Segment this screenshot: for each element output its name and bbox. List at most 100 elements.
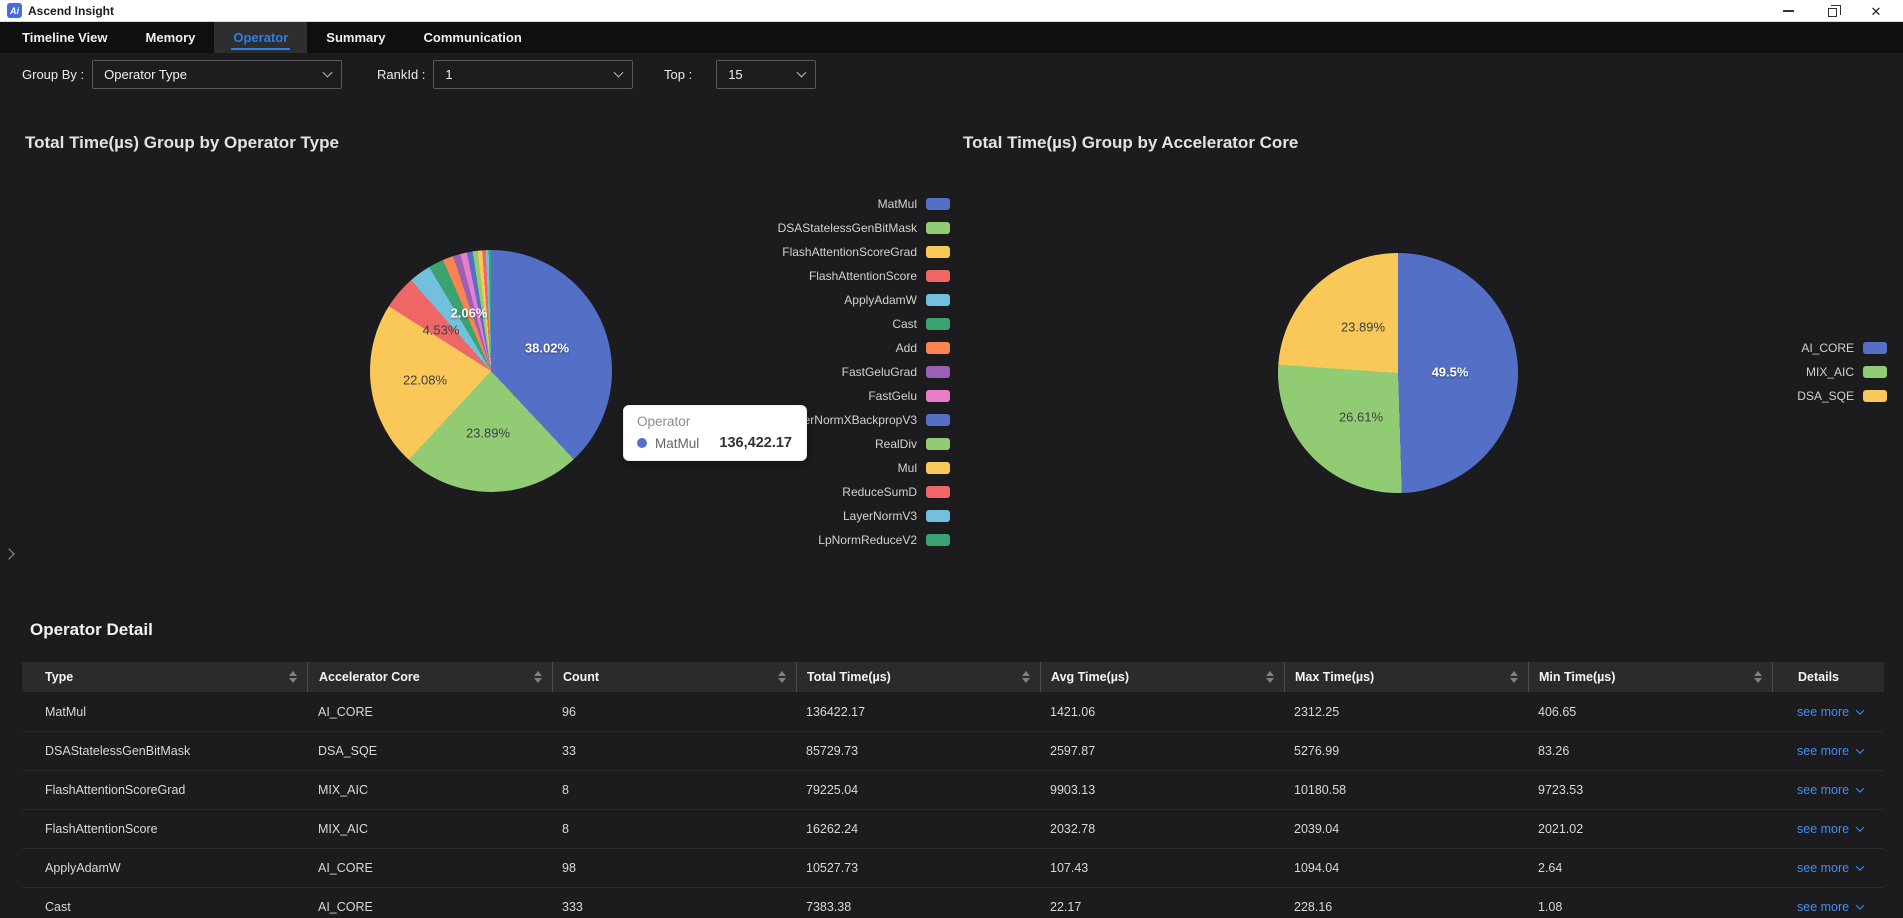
legend-item[interactable]: MatMul xyxy=(778,192,950,216)
accelerator-core-pie-chart[interactable] xyxy=(1278,253,1518,493)
see-more-link[interactable]: see more xyxy=(1797,705,1865,719)
sort-carets-icon[interactable] xyxy=(1754,671,1762,683)
table-row: DSAStatelessGenBitMask DSA_SQE 33 85729.… xyxy=(22,731,1884,770)
close-button[interactable]: ✕ xyxy=(1854,0,1898,22)
sort-carets-icon[interactable] xyxy=(534,671,542,683)
table-header-row: Type Accelerator Core Count Total Time(µ… xyxy=(22,662,1884,692)
operator-detail-table: Type Accelerator Core Count Total Time(µ… xyxy=(22,662,1884,918)
tooltip-item-value: 136,422.17 xyxy=(719,435,792,451)
legend-item[interactable]: ReduceSumD xyxy=(778,480,950,504)
legend-label: FlashAttentionScoreGrad xyxy=(782,245,917,259)
app-logo-icon: Ai xyxy=(7,3,22,18)
operator-type-pie-chart[interactable] xyxy=(370,250,612,492)
cell-avg-time: 1421.06 xyxy=(1050,704,1096,719)
see-more-link[interactable]: see more xyxy=(1797,900,1865,914)
legend-label: MatMul xyxy=(877,197,917,211)
top-filter: Top : 15 xyxy=(664,58,817,90)
legend-swatch-icon xyxy=(926,270,950,282)
chevron-down-icon xyxy=(613,67,624,78)
legend-item[interactable]: ApplyAdamW xyxy=(778,288,950,312)
restore-button[interactable] xyxy=(1810,0,1854,22)
legend-item[interactable]: DSAStatelessGenBitMask xyxy=(778,216,950,240)
group-by-select[interactable]: Operator Type xyxy=(92,59,343,89)
cell-avg-time: 9903.13 xyxy=(1050,783,1096,797)
operator-detail-title: Operator Detail xyxy=(30,620,153,639)
see-more-link[interactable]: see more xyxy=(1797,744,1865,758)
rankid-value: 1 xyxy=(445,66,453,82)
tab-timeline-view[interactable]: Timeline View xyxy=(22,30,108,45)
see-more-link[interactable]: see more xyxy=(1797,822,1865,836)
legend-item[interactable]: DSA_SQE xyxy=(1797,384,1887,408)
legend-swatch-icon xyxy=(926,198,950,210)
legend-item[interactable]: MIX_AIC xyxy=(1797,360,1887,384)
chevron-down-icon xyxy=(1855,745,1865,754)
legend-item[interactable]: FastGelu xyxy=(778,384,950,408)
legend-label: ApplyAdamW xyxy=(844,293,917,307)
pie-slice-label: 23.89% xyxy=(1340,319,1386,335)
see-more-link[interactable]: see more xyxy=(1797,861,1865,875)
cell-min-time: 406.65 xyxy=(1538,704,1577,719)
legend-item[interactable]: LpNormReduceV2 xyxy=(778,528,950,552)
legend-label: Mul xyxy=(897,461,917,475)
legend-item[interactable]: LayerNormV3 xyxy=(778,504,950,528)
top-label: Top : xyxy=(664,66,693,82)
tab-summary[interactable]: Summary xyxy=(326,30,386,45)
chevron-down-icon xyxy=(322,67,333,78)
table-column-header[interactable]: Total Time(µs) xyxy=(796,662,1040,692)
legend-item[interactable]: Add xyxy=(778,336,950,360)
legend-item[interactable]: FlashAttentionScore xyxy=(778,264,950,288)
chevron-down-icon xyxy=(1855,862,1865,871)
tooltip-series-name: Operator xyxy=(637,414,691,429)
legend-item[interactable]: LayerNormXBackpropV3 xyxy=(778,408,950,432)
chart-tooltip: Operator MatMul 136,422.17 xyxy=(623,405,807,461)
sort-carets-icon[interactable] xyxy=(1022,671,1030,683)
sidebar-expand-chevron[interactable] xyxy=(4,549,14,559)
legend-item[interactable]: RealDiv xyxy=(778,432,950,456)
tab-communication[interactable]: Communication xyxy=(423,30,522,45)
sort-carets-icon[interactable] xyxy=(1266,671,1274,683)
cell-accelerator-core: MIX_AIC xyxy=(318,822,369,836)
minimize-button[interactable] xyxy=(1766,0,1810,22)
cell-max-time: 1094.04 xyxy=(1294,861,1340,875)
table-column-header[interactable]: Type xyxy=(22,662,307,692)
legend-swatch-icon xyxy=(926,294,950,306)
sort-carets-icon[interactable] xyxy=(289,671,297,683)
cell-total-time: 10527.73 xyxy=(806,861,859,875)
tab-operator[interactable]: Operator xyxy=(214,22,308,53)
legend-label: MIX_AIC xyxy=(1805,365,1854,379)
table-column-header[interactable]: Accelerator Core xyxy=(307,662,552,692)
cell-count: 98 xyxy=(562,861,576,875)
table-column-header[interactable]: Min Time(µs) xyxy=(1528,662,1772,692)
top-select[interactable]: 15 xyxy=(716,59,817,89)
cell-count: 8 xyxy=(562,783,569,797)
cell-avg-time: 2597.87 xyxy=(1050,744,1096,758)
sort-carets-icon[interactable] xyxy=(778,671,786,683)
legend-item[interactable]: FlashAttentionScoreGrad xyxy=(778,240,950,264)
legend-swatch-icon xyxy=(926,222,950,234)
cell-count: 33 xyxy=(562,744,576,758)
see-more-label: see more xyxy=(1797,861,1850,875)
right-chart-title: Total Time(µs) Group by Accelerator Core xyxy=(963,133,1299,152)
legend-label: ReduceSumD xyxy=(842,485,917,499)
see-more-link[interactable]: see more xyxy=(1797,783,1865,797)
legend-swatch-icon xyxy=(926,414,950,426)
tab-memory[interactable]: Memory xyxy=(145,30,196,45)
cell-min-time: 2.64 xyxy=(1538,861,1563,875)
table-column-header[interactable]: Details xyxy=(1772,662,1884,692)
table-row: Cast AI_CORE 333 7383.38 22.17 228.16 1.… xyxy=(22,887,1884,918)
legend-label: DSA_SQE xyxy=(1797,389,1854,403)
table-column-header[interactable]: Avg Time(µs) xyxy=(1040,662,1284,692)
legend-item[interactable]: Mul xyxy=(778,456,950,480)
cell-max-time: 10180.58 xyxy=(1294,783,1347,797)
legend-label: LpNormReduceV2 xyxy=(818,533,917,547)
legend-item[interactable]: FastGeluGrad xyxy=(778,360,950,384)
table-column-header[interactable]: Count xyxy=(552,662,796,692)
rankid-select[interactable]: 1 xyxy=(433,59,634,89)
table-column-header[interactable]: Max Time(µs) xyxy=(1284,662,1528,692)
legend-label: Cast xyxy=(892,317,917,331)
sort-carets-icon[interactable] xyxy=(1510,671,1518,683)
cell-max-time: 228.16 xyxy=(1294,900,1333,914)
legend-item[interactable]: AI_CORE xyxy=(1797,336,1887,360)
legend-item[interactable]: Cast xyxy=(778,312,950,336)
cell-accelerator-core: AI_CORE xyxy=(318,861,373,875)
